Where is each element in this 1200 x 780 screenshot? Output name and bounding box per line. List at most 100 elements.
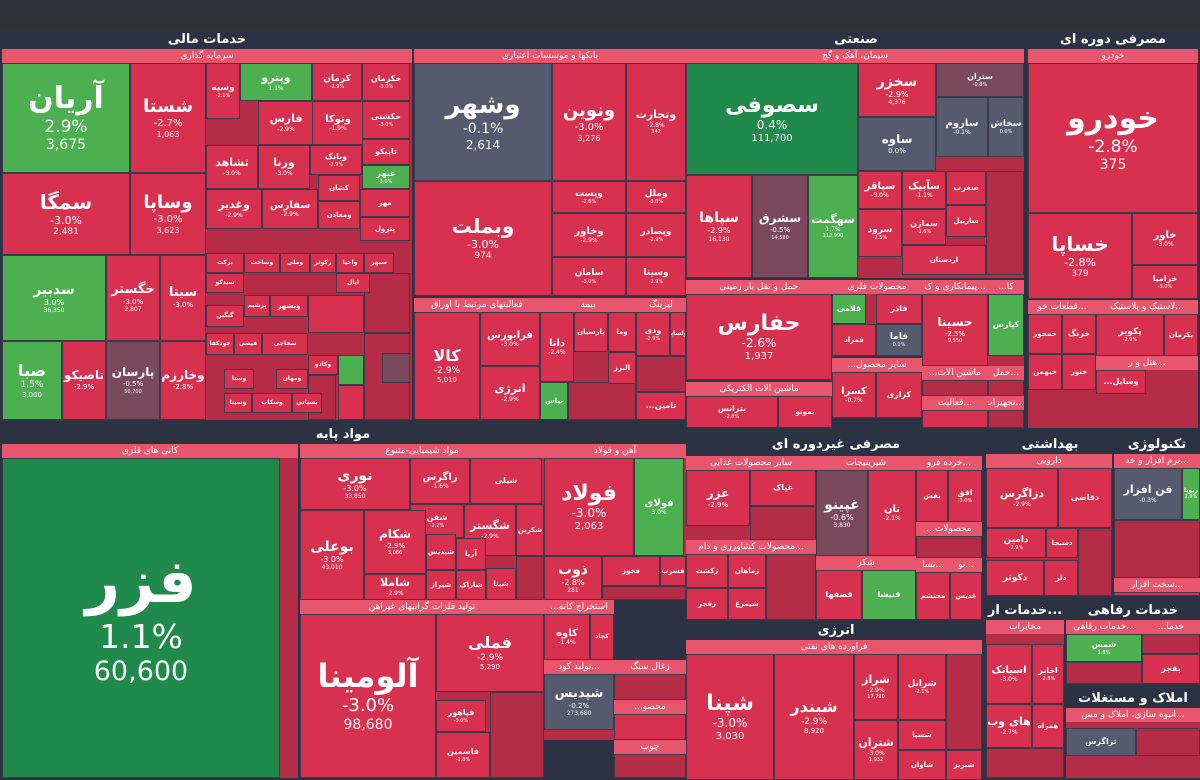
stock-tile[interactable]: سغرب	[946, 171, 986, 205]
stock-tile[interactable]: شبریز	[946, 750, 982, 780]
stock-tile[interactable]: خودکفا	[206, 333, 234, 355]
stock-tile[interactable]: پارسیان	[574, 312, 608, 352]
minor-stock-tile[interactable]	[490, 692, 544, 778]
stock-tile[interactable]: فولای 3.0%	[634, 458, 684, 556]
stock-tile[interactable]: وسایل...	[1096, 370, 1146, 394]
stock-tile[interactable]: شتران -3.0% 1,932	[854, 720, 898, 780]
stock-tile[interactable]: ثشاهد -3.0%	[206, 145, 258, 189]
stock-tile[interactable]: کرمان -2.9%	[312, 63, 362, 101]
stock-tile[interactable]: سپاها -2.9% 16,130	[686, 175, 752, 278]
stock-tile[interactable]: دسبحا	[1046, 528, 1078, 558]
stock-tile[interactable]: البرز	[608, 352, 636, 384]
minor-stock-tile[interactable]	[922, 410, 988, 428]
stock-tile[interactable]: وسنا	[224, 369, 254, 389]
minor-stock-tile[interactable]	[1078, 528, 1112, 596]
stock-tile[interactable]: دکوثر	[986, 560, 1044, 596]
minor-stock-tile[interactable]	[568, 382, 636, 420]
stock-tile[interactable]: وپست -2.8%	[552, 181, 626, 213]
stock-tile[interactable]: سدبیر 3.0% 36,350	[2, 255, 106, 341]
stock-tile[interactable]: فسرب	[660, 556, 686, 586]
minor-stock-tile[interactable]	[988, 410, 1024, 428]
stock-tile[interactable]: صبا 1.5% 3,000	[2, 341, 62, 420]
minor-stock-tile[interactable]	[338, 385, 364, 420]
stock-tile[interactable]: دانا -2.4%	[540, 312, 574, 382]
stock-tile[interactable]: وساخت	[244, 253, 280, 273]
minor-stock-tile[interactable]	[308, 295, 364, 333]
stock-tile[interactable]: وساپا -3.0% 3,623	[130, 173, 206, 255]
stock-tile[interactable]: خکرمان -3.0%	[362, 63, 410, 101]
stock-tile[interactable]: حفارس -2.6% 1,937	[686, 294, 832, 380]
stock-tile[interactable]: خساپا -2.8% 379	[1028, 213, 1132, 299]
stock-tile[interactable]: خبهمن	[1028, 354, 1062, 390]
stock-tile[interactable]: دقاضی	[1058, 468, 1112, 528]
stock-tile[interactable]: گنگین	[206, 305, 244, 327]
stock-tile[interactable]: نوری -3.0% 33,850	[300, 458, 410, 510]
stock-tile[interactable]: وشهر -0.1% 2,614	[414, 63, 552, 181]
minor-stock-tile[interactable]	[916, 536, 982, 558]
stock-tile[interactable]: غپاک	[750, 470, 816, 506]
stock-tile[interactable]: فمراد	[832, 324, 876, 356]
stock-tile[interactable]: شیراز	[426, 570, 456, 600]
stock-tile[interactable]: سیمرغ	[728, 588, 766, 620]
stock-tile[interactable]: وتجارت -2.8% 342	[626, 63, 686, 181]
stock-tile[interactable]: تاپیکو	[362, 139, 410, 165]
stock-tile[interactable]: سیدکو	[206, 273, 244, 293]
stock-tile[interactable]: زکوثر	[310, 253, 336, 273]
stock-tile[interactable]: وخارزم -2.8%	[160, 341, 206, 420]
stock-tile[interactable]: خمحور	[1028, 314, 1062, 354]
minor-stock-tile[interactable]	[382, 353, 410, 383]
stock-tile[interactable]: سصوفی 0.4% 111,700	[686, 63, 858, 175]
minor-stock-tile[interactable]	[614, 754, 686, 778]
stock-tile[interactable]: ساوه 0.0%	[858, 117, 936, 171]
stock-tile[interactable]: فپاهور -3.0%	[436, 700, 486, 732]
stock-tile[interactable]: غدیس	[950, 572, 982, 620]
stock-tile[interactable]: ساروم -0.1%	[936, 97, 988, 157]
stock-tile[interactable]: ختور	[1062, 354, 1096, 390]
stock-tile[interactable]: شاراک	[456, 570, 486, 600]
stock-tile[interactable]: آریان 2.9% 3,675	[2, 63, 130, 173]
stock-tile[interactable]: بسپاس	[292, 393, 322, 413]
minor-stock-tile[interactable]	[1114, 592, 1200, 596]
stock-tile[interactable]: وغدیر -2.9%	[206, 189, 262, 229]
stock-tile[interactable]: پارسان -0.5% 50,700	[106, 341, 160, 420]
stock-tile[interactable]: شرانل -2.1%	[898, 654, 946, 720]
stock-tile[interactable]: دامین -2.9%	[986, 528, 1046, 558]
stock-tile[interactable]: ومعادن	[318, 201, 360, 229]
stock-tile[interactable]: شبندر -2.9% 8,920	[774, 654, 854, 780]
stock-tile[interactable]: فارس -2.9%	[258, 101, 314, 145]
stock-tile[interactable]: کشان	[318, 175, 360, 201]
stock-tile[interactable]: سآبیک -1.1%	[902, 171, 946, 209]
stock-tile[interactable]: خرنگ	[1062, 314, 1096, 354]
stock-tile[interactable]: واحیا	[336, 253, 364, 273]
stock-tile[interactable]: وپصادر -2.9%	[626, 213, 686, 257]
stock-tile[interactable]: ومهان	[276, 369, 308, 389]
stock-tile[interactable]: انرژی -2.9%	[480, 366, 540, 420]
stock-tile[interactable]: وسکاب	[252, 393, 292, 413]
stock-tile[interactable]: فولاد -3.0% 2,063	[544, 458, 634, 556]
stock-tile[interactable]: فزر 1.1% 60,600	[2, 458, 280, 778]
stock-tile[interactable]: وملی	[280, 253, 310, 273]
stock-tile[interactable]: وبشهر	[270, 295, 308, 317]
minor-stock-tile[interactable]	[988, 380, 1024, 396]
stock-tile[interactable]: شپدیس	[426, 534, 456, 570]
stock-tile[interactable]: برکت	[206, 253, 244, 273]
stock-tile[interactable]: ولساپا	[670, 312, 686, 356]
stock-tile[interactable]: سشرق -0.5% 14,580	[752, 175, 808, 278]
stock-tile[interactable]: سپاقر -3.0%	[858, 171, 902, 209]
stock-tile[interactable]: کالا -2.9% 5,010	[414, 312, 480, 420]
stock-tile[interactable]: وپترو 1.1%	[240, 63, 312, 101]
stock-tile[interactable]: اسیاتک -3.0%	[986, 644, 1032, 704]
stock-tile[interactable]: زماهان	[728, 554, 766, 588]
stock-tile[interactable]: قنیشا	[862, 570, 916, 620]
stock-tile[interactable]: وسپه -2.1%	[206, 63, 240, 119]
stock-tile[interactable]: زکشت	[686, 554, 728, 588]
stock-tile[interactable]: شاوان	[898, 750, 946, 780]
minor-stock-tile[interactable]	[364, 273, 410, 333]
stock-tile[interactable]: وسینا	[224, 393, 252, 413]
stock-tile[interactable]: اخابر -2.8%	[1032, 644, 1064, 704]
stock-tile[interactable]: همراه	[1032, 704, 1064, 748]
stock-tile[interactable]: بفجر	[1142, 654, 1200, 684]
minor-stock-tile[interactable]	[1142, 634, 1200, 654]
stock-tile[interactable]: مهر	[360, 189, 410, 217]
stock-tile[interactable]: شستا -2.7% 1,063	[130, 63, 206, 173]
